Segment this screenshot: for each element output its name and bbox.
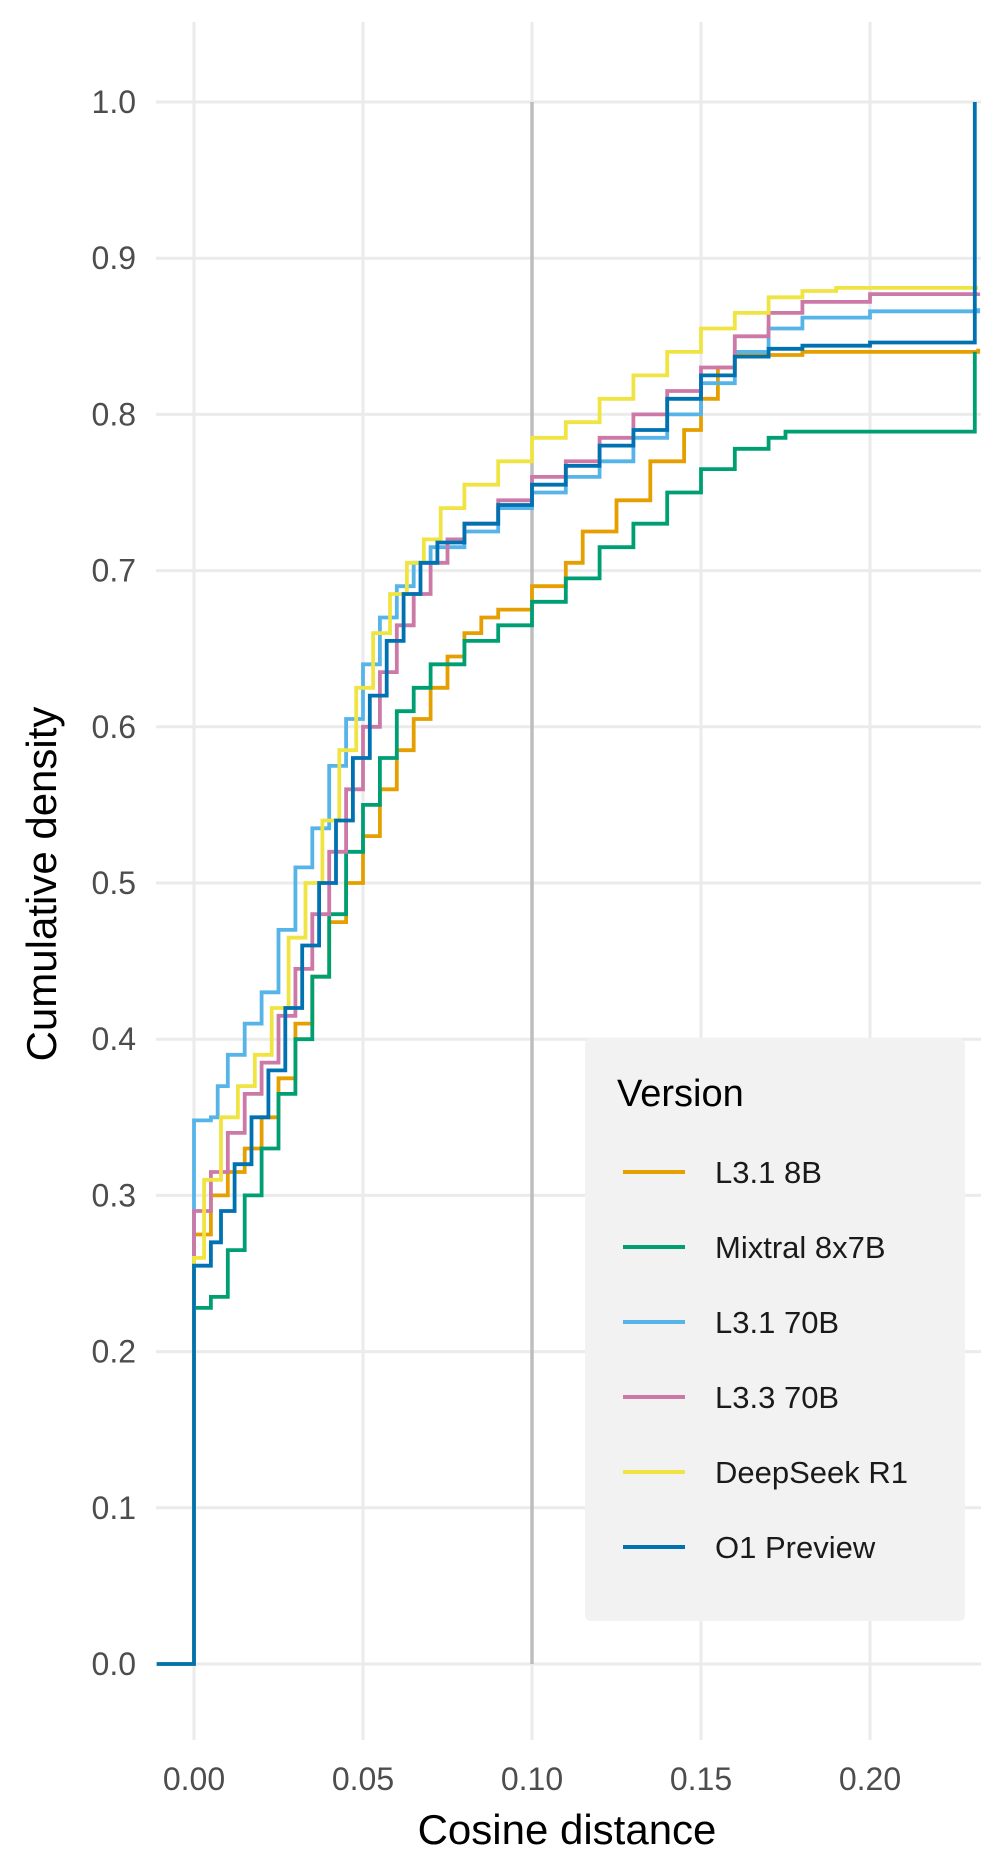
x-tick-label: 0.15 (670, 1761, 732, 1797)
legend-label: DeepSeek R1 (715, 1455, 908, 1490)
x-tick-label: 0.10 (501, 1761, 563, 1797)
legend-label: L3.1 8B (715, 1155, 822, 1190)
y-tick-label: 1.0 (92, 84, 136, 120)
y-axis-title: Cumulative density (18, 707, 65, 1062)
x-axis-title: Cosine distance (418, 1806, 717, 1853)
y-tick-label: 0.3 (92, 1177, 136, 1213)
y-tick-label: 0.7 (92, 553, 136, 589)
series-line-l3-1-70b (156, 308, 981, 1666)
y-tick-label: 0.9 (92, 240, 136, 276)
legend-items: L3.1 8B Mixtral 8x7B L3.1 70B L3.3 70B DeepS… (623, 1155, 908, 1565)
legend-label: L3.3 70B (715, 1380, 839, 1415)
series-line-o1-preview (156, 102, 977, 1666)
y-tick-label: 0.1 (92, 1490, 136, 1526)
x-tick-label: 0.00 (163, 1761, 225, 1797)
legend-label: O1 Preview (715, 1530, 876, 1565)
series-line-mixtral-8x7b (156, 351, 977, 1666)
y-tick-labels: 0.0 0.1 0.2 0.3 0.4 0.5 0.6 0.7 0.8 0.9 1.0 (92, 84, 136, 1682)
legend-label: L3.1 70B (715, 1305, 839, 1340)
y-tick-label: 0.8 (92, 396, 136, 432)
y-tick-label: 0.4 (92, 1021, 136, 1057)
series-line-deepseek-r1 (156, 286, 979, 1666)
x-tick-labels: 0.00 0.05 0.10 0.15 0.20 (163, 1761, 901, 1797)
y-tick-label: 0.6 (92, 709, 136, 745)
legend-label: Mixtral 8x7B (715, 1230, 886, 1265)
legend-title: Version (617, 1073, 744, 1115)
y-tick-label: 0.2 (92, 1334, 136, 1370)
x-tick-label: 0.20 (839, 1761, 901, 1797)
x-tick-label: 0.05 (332, 1761, 394, 1797)
y-tick-label: 0.5 (92, 865, 136, 901)
series-line-l3-3-70b (156, 292, 981, 1666)
series-lines (156, 102, 981, 1666)
y-tick-label: 0.0 (92, 1646, 136, 1682)
legend-box (585, 1038, 965, 1621)
legend: Version L3.1 8B Mixtral 8x7B L3.1 70B L3.3 … (585, 1038, 965, 1621)
